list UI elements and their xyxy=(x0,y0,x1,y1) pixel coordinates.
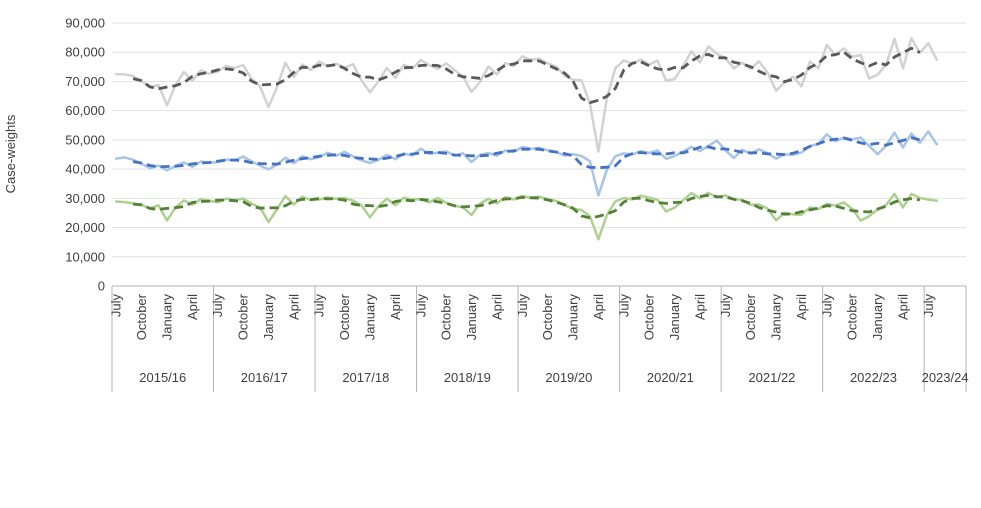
x-tick-label: July xyxy=(210,294,225,318)
x-year-label: 2017/18 xyxy=(342,370,389,385)
x-axis-year-labels: 2015/16 2016/17 2017/18 2018/19 2019/20 2020/… xyxy=(139,370,968,385)
x-year-label: 2021/22 xyxy=(748,370,795,385)
y-tick-label: 90,000 xyxy=(65,16,105,31)
x-tick-label: July xyxy=(819,294,834,318)
x-tick-label: October xyxy=(236,293,251,340)
x-year-label: 2019/20 xyxy=(545,370,592,385)
x-tick-label: April xyxy=(591,294,606,320)
series-line-cwd-5-month-rolling-average xyxy=(132,46,921,104)
x-tick-label: October xyxy=(743,293,758,340)
case-weights-line-chart: 0 10,000 20,000 30,000 40,000 50,000 60,000 70,… xyxy=(3,16,969,392)
year-separators xyxy=(111,286,967,392)
x-tick-label: October xyxy=(134,293,149,340)
x-tick-label: April xyxy=(794,294,809,320)
x-tick-label: January xyxy=(159,294,174,341)
y-axis-tick-labels: 0 10,000 20,000 30,000 40,000 50,000 60,000 70,… xyxy=(65,16,105,294)
y-tick-label: 10,000 xyxy=(65,249,105,264)
x-tick-label: January xyxy=(566,294,581,341)
y-tick-label: 50,000 xyxy=(65,132,105,147)
x-tick-label: January xyxy=(769,294,784,341)
y-tick-label: 20,000 xyxy=(65,220,105,235)
x-year-label: 2018/19 xyxy=(444,370,491,385)
series-line-unplanned-cwds-5-month-rolling-average xyxy=(132,136,921,170)
x-tick-label: April xyxy=(388,294,403,320)
y-tick-label: 70,000 xyxy=(65,74,105,89)
x-year-label: 2022/23 xyxy=(850,370,897,385)
y-tick-label: 40,000 xyxy=(65,162,105,177)
gridlines xyxy=(112,22,966,287)
x-tick-label: April xyxy=(489,294,504,320)
x-tick-label: January xyxy=(464,294,479,341)
x-tick-label: April xyxy=(185,294,200,320)
x-year-label: 2015/16 xyxy=(139,370,186,385)
x-tick-label: October xyxy=(439,293,454,340)
x-tick-label: January xyxy=(667,294,682,341)
x-tick-label: July xyxy=(413,294,428,318)
x-tick-label: October xyxy=(642,293,657,340)
x-tick-label: October xyxy=(337,293,352,340)
x-tick-label: October xyxy=(845,293,860,340)
chart-legend: CWDs Unplanned CWDs Planned CWDs CWD 5-m… xyxy=(0,400,981,508)
x-tick-label: April xyxy=(286,294,301,320)
x-tick-label: July xyxy=(109,294,124,318)
y-tick-label: 60,000 xyxy=(65,103,105,118)
x-tick-label: October xyxy=(540,293,555,340)
x-tick-label: January xyxy=(870,294,885,341)
y-tick-label: 0 xyxy=(98,279,105,294)
series-line-planned-cwds xyxy=(114,191,939,241)
x-tick-label: April xyxy=(692,294,707,320)
x-tick-label: January xyxy=(261,294,276,341)
x-tick-label: July xyxy=(312,294,327,318)
y-axis-title: Case-weights xyxy=(3,114,18,193)
x-tick-label: July xyxy=(718,294,733,318)
x-year-label: 2020/21 xyxy=(647,370,694,385)
x-tick-label: July xyxy=(921,294,936,318)
x-tick-label: April xyxy=(895,294,910,320)
x-axis-month-labels: July October January April July October Januar… xyxy=(109,293,936,340)
x-tick-label: January xyxy=(362,294,377,341)
x-tick-label: July xyxy=(616,294,631,318)
series-line-cwds xyxy=(114,36,939,153)
series-line-planned-cwds-5-month-rolling-average xyxy=(132,194,921,220)
series-line-unplanned-cwds xyxy=(114,130,939,197)
x-year-label: 2023/24 xyxy=(922,370,969,385)
x-tick-label: July xyxy=(515,294,530,318)
x-year-label: 2016/17 xyxy=(241,370,288,385)
y-tick-label: 80,000 xyxy=(65,45,105,60)
y-tick-label: 30,000 xyxy=(65,191,105,206)
